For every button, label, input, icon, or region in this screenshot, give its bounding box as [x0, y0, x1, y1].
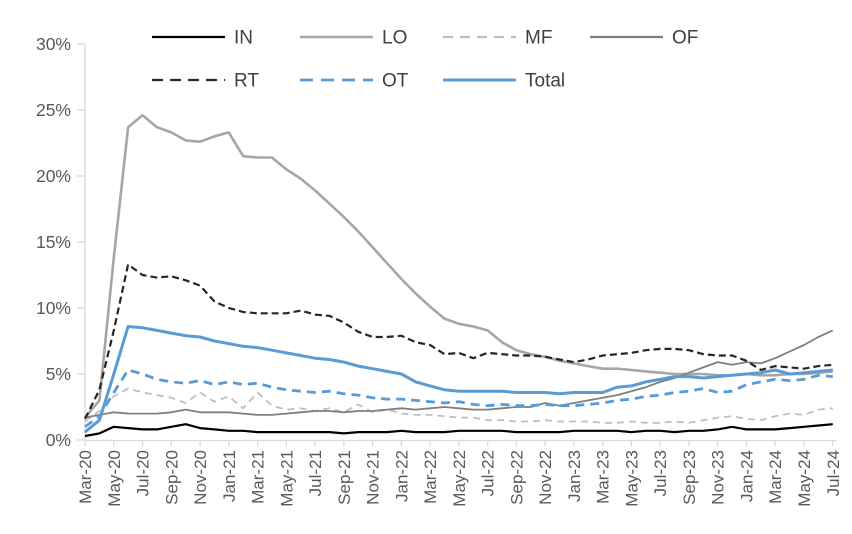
x-axis-tick-label: May-23 [622, 450, 641, 507]
x-axis-tick-label: Jul-24 [824, 450, 843, 496]
y-axis-tick-label: 20% [36, 166, 71, 186]
legend-label-of: OF [672, 28, 698, 49]
plot-area [84, 114, 834, 438]
series-ot-line [84, 368, 833, 428]
x-axis-tick-label: May-22 [450, 450, 469, 507]
x-axis-tick-label: Sep-22 [507, 450, 526, 505]
legend-item-rt: RT [152, 71, 259, 92]
series-mf-line [84, 387, 833, 424]
legend-label-rt: RT [234, 71, 259, 92]
legend-item-mf: MF [443, 28, 552, 49]
legend-label-in: IN [234, 28, 253, 49]
legend-label-total: Total [525, 71, 565, 92]
x-axis-tick-label: Mar-22 [421, 450, 440, 504]
series-in-line [84, 423, 833, 438]
x-axis-tick-label: Nov-22 [536, 450, 555, 505]
x-axis-tick-label: Sep-20 [162, 450, 181, 505]
x-axis-tick-label: Mar-24 [766, 450, 785, 504]
legend: IN LO MF OF RT OT Total [152, 28, 698, 92]
x-axis-tick-label: Mar-23 [594, 450, 613, 504]
x-axis-tick-label: Nov-20 [191, 450, 210, 505]
legend-item-ot: OT [300, 71, 409, 92]
x-axis-tick-label: Mar-21 [249, 450, 268, 504]
legend-label-ot: OT [382, 71, 409, 92]
series-lo-line [84, 114, 833, 419]
x-axis-tick-label: Jul-20 [134, 450, 153, 496]
x-axis-tick-label: May-21 [277, 450, 296, 507]
x-axis-tick-label: Mar-20 [76, 450, 95, 504]
legend-label-mf: MF [525, 28, 552, 49]
series-rt-line [84, 263, 833, 420]
legend-item-lo: LO [300, 28, 407, 49]
y-axis-tick-label: 15% [36, 232, 71, 252]
y-axis-tick-label: 30% [36, 34, 71, 54]
y-axis-tick-label: 0% [46, 430, 71, 450]
x-axis-tick-label: Jan-23 [565, 450, 584, 502]
x-axis-tick-label: Jan-24 [737, 450, 756, 502]
x-axis-tick-label: Jul-23 [651, 450, 670, 496]
legend-label-lo: LO [382, 28, 407, 49]
axes: 0% 5% 10% 15% 20% 25% 30% Mar-20 May-20 Jul-20 Sep… [36, 34, 843, 507]
x-axis-tick-label: May-24 [795, 450, 814, 507]
x-axis-tick-label: Jan-21 [220, 450, 239, 502]
y-axis-tick-label: 10% [36, 298, 71, 318]
x-axis-tick-label: Jan-22 [392, 450, 411, 502]
legend-item-of: OF [590, 28, 698, 49]
series-total-line [84, 325, 833, 434]
x-axis-tick-label: May-20 [105, 450, 124, 507]
y-axis-tick-label: 25% [36, 100, 71, 120]
x-axis-tick-label: Sep-21 [335, 450, 354, 505]
x-axis-tick-label: Jul-22 [479, 450, 498, 496]
x-axis-tick-label: Nov-23 [709, 450, 728, 505]
y-axis-tick-label: 5% [46, 364, 71, 384]
x-axis-tick-label: Nov-21 [364, 450, 383, 505]
x-axis-tick-label: Jul-21 [306, 450, 325, 496]
x-axis-tick-label: Sep-23 [680, 450, 699, 505]
legend-item-total: Total [443, 71, 565, 92]
legend-item-in: IN [152, 28, 253, 49]
series-of-line [84, 329, 834, 419]
